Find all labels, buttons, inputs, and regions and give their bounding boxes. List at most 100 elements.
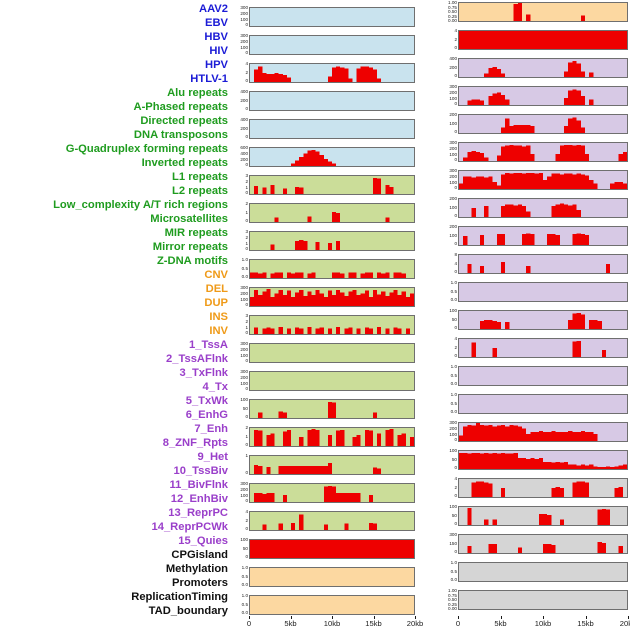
y-axis-ticks-inv: 4 2 0 [438,28,457,51]
y-axis-ticks-l1-repeats: 300 200 100 0 [229,341,248,364]
track-label-14-reprpcwk: 14_ReprPCWk [151,521,228,533]
y-axis-tick-label: 4 [454,28,457,33]
x-axis-tickmark [500,616,502,619]
track-panel-methylation: 100 50 0 [449,504,628,526]
y-axis-tick-label: 0 [454,213,457,219]
y-axis-tick-label: 300 [449,140,457,145]
y-axis-tick-label: 300 [240,285,248,290]
signal-area-hpv [250,120,414,138]
y-axis-tick-label: 0 [245,302,248,308]
y-axis-ticks-tad-boundary: 1.00 0.75 0.50 0.25 0.00 [438,588,457,611]
track-panel-microsatellites: 2 1 0 [245,425,415,447]
y-axis-tick-label: 0 [245,106,248,112]
y-axis-tick-label: 0 [454,325,457,331]
track-panel-ins: 1.00 0.75 0.50 0.25 0.00 [448,0,628,23]
y-axis-tick-label: 2 [245,234,248,240]
y-axis-tick-label: 4 [454,336,457,341]
y-axis-tick-label: 200 [240,346,248,352]
x-axis-tickmark [332,616,333,619]
track-panel-hpv: 400 200 0 [240,117,415,139]
y-axis-tick-label: 200 [240,10,248,16]
y-axis-tick-label: 0 [245,190,248,196]
signal-area-replicationtiming [459,563,627,581]
track-label-mir-repeats: MIR repeats [164,227,228,239]
y-axis-tick-label: 100 [240,397,248,402]
y-axis-tick-label: 2 [245,425,248,430]
y-axis-tick-label: 0 [245,218,248,224]
y-axis-tick-label: 2 [454,36,457,42]
y-axis-ticks-dna-transposons: 1.0 0.5 0.0 [229,257,248,280]
y-axis-tick-label: 1.00 [448,0,457,5]
y-axis-tick-label: 0 [454,269,457,275]
y-axis-tick-label: 0.0 [450,297,457,303]
y-axis-tick-label: 100 [449,95,457,101]
track-panel-12-enhbiv: 1.0 0.5 0.0 [451,364,628,386]
y-axis-tick-label: 0.5 [450,568,457,574]
signal-area-htlv-1 [250,149,414,166]
y-axis-tick-label: 0 [245,78,248,84]
y-axis-tick-label: 0 [245,246,248,252]
track-panel-6-enhg: 200 100 0 [449,196,628,218]
track-panel-tad-boundary: 1.00 0.75 0.50 0.25 0.00 [448,588,628,611]
y-axis-tick-label: 0.75 [448,592,457,598]
y-axis-tick-label: 0.5 [450,288,457,294]
signal-area-aav2 [250,8,414,26]
y-axis-tick-label: 0.25 [448,13,457,19]
signal-area-cpgisland [459,481,627,497]
signal-area-9-het [459,283,627,301]
signal-area-low-complexity-a-t-rich-regions [250,401,414,418]
y-axis-tick-label: 0 [454,129,457,135]
y-axis-tick-label: 100 [449,204,457,210]
y-axis-ticks-cpgisland: 4 2 0 [438,476,457,499]
y-axis-ticks-12-enhbiv: 1.0 0.5 0.0 [438,364,457,387]
y-axis-ticks-microsatellites: 2 1 0 [229,425,248,448]
x-axis-tickmark [628,616,629,619]
y-axis-tick-label: 0 [454,437,457,443]
track-panel-replicationtiming: 1.0 0.5 0.0 [451,560,628,582]
y-axis-tick-label: 0 [454,73,457,79]
y-axis-tick-label: 200 [449,425,457,431]
y-axis-tick-label: 200 [240,97,248,103]
track-panel-mirror-repeats: 300 200 100 0 [240,481,415,503]
y-axis-tick-label: 2 [245,69,248,75]
y-axis-tick-label: 2 [454,344,457,350]
y-axis-tick-label: 400 [240,150,248,156]
y-axis-ticks-mirror-repeats: 300 200 100 0 [229,481,248,504]
y-axis-tick-label: 0.25 [448,601,457,607]
track-label-aav2: AAV2 [198,3,228,15]
y-axis-tick-label: 300 [449,168,457,173]
y-axis-tick-label: 1.0 [450,364,457,369]
y-axis-tick-label: 1 [245,324,248,330]
y-axis-tick-label: 100 [240,537,248,542]
track-label-5-txwk: 5_TxWk [185,395,228,407]
track-panel-8-znf-rpts: 8 4 0 [454,252,628,274]
track-label-9-het: 9_Het [197,451,228,463]
y-axis-tick-label: 4 [245,61,248,66]
signal-area-g-quadruplex-forming-repeats [250,288,414,306]
y-axis-tick-label: 4 [245,509,248,514]
track-label-a-phased-repeats: A-Phased repeats [133,101,228,113]
track-label-7-enh: 7_Enh [194,423,228,435]
y-axis-tick-label: 300 [240,5,248,10]
y-axis-ticks-13-reprpc: 1.0 0.5 0.0 [438,392,457,415]
signal-area-directed-repeats [250,240,414,250]
y-axis-tick-label: 100 [449,504,457,509]
track-panel-low-complexity-a-t-rich-regions: 100 50 0 [240,397,415,419]
y-axis-tick-label: 0 [245,22,248,28]
x-axis-tick-label: 0 [455,619,461,628]
y-axis-tick-label: 0 [245,414,248,420]
y-axis-ticks-htlv-1: 600 400 200 0 [229,145,248,168]
track-panel-ebv: 300 200 100 0 [240,33,415,55]
signal-area-15-quies [459,452,627,469]
y-axis-tick-label: 200 [240,374,248,380]
track-label-1-tssa: 1_TssA [189,339,228,351]
y-axis-tick-label: 1 [245,184,248,190]
y-axis-ticks-methylation: 100 50 0 [438,504,457,527]
y-axis-tick-label: 400 [449,56,457,61]
y-axis-ticks-promoters: 300 150 0 [438,532,457,555]
track-label-htlv-1: HTLV-1 [190,73,228,85]
track-panel-inv: 4 2 0 [454,28,628,50]
y-axis-tick-label: 1.0 [241,593,248,598]
track-panel-htlv-1: 600 400 200 0 [240,145,415,167]
